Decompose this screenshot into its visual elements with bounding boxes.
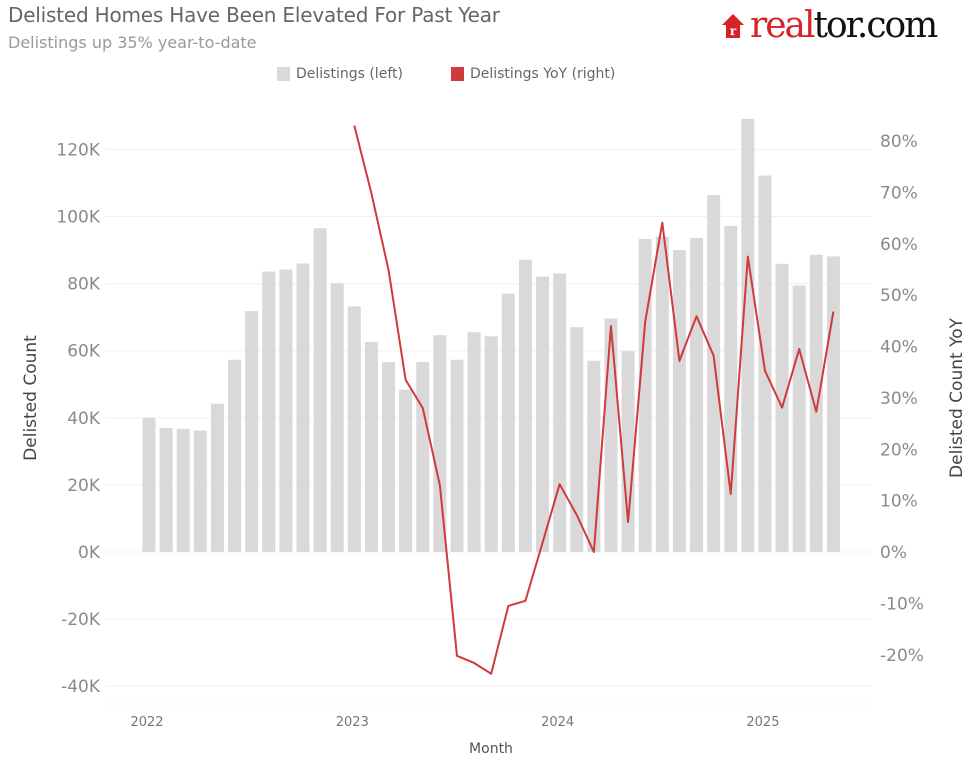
chart-subtitle: Delistings up 35% year-to-date: [8, 33, 257, 52]
left-axis-tick-label: 40K: [67, 409, 101, 429]
bar: [792, 285, 806, 552]
x-axis-ticks: 2022 2023 2024 2025: [130, 715, 779, 730]
right-axis-tick-label: 40%: [880, 338, 918, 358]
bar: [296, 263, 310, 552]
bar: [399, 389, 413, 552]
bar: [142, 417, 156, 552]
x-axis-tick-label: 2025: [746, 715, 779, 730]
right-axis-tick-label: -10%: [880, 594, 924, 614]
bar: [364, 341, 378, 552]
x-axis-tick-label: 2023: [336, 715, 369, 730]
bar: [501, 293, 515, 552]
right-axis-tick-label: 50%: [880, 286, 918, 306]
legend-item-yoy[interactable]: Delistings YoY (right): [450, 66, 616, 82]
house-icon: r: [722, 14, 744, 38]
bar: [758, 175, 772, 552]
legend-swatch-red: [450, 67, 464, 81]
right-axis-ticks: -20% -10% 0% 10% 20% 30% 40% 50% 60% 70% 80%: [880, 132, 924, 666]
left-axis-title: Delisted Count: [21, 335, 41, 461]
bar: [416, 362, 430, 552]
right-axis-tick-label: 10%: [880, 492, 918, 512]
svg-text:r: r: [730, 24, 737, 38]
yoy-line: [353, 125, 835, 675]
bar: [655, 236, 669, 552]
left-axis-tick-label: 120K: [56, 140, 100, 160]
chart-title: Delisted Homes Have Been Elevated For Pa…: [8, 3, 500, 27]
bar: [809, 254, 823, 552]
bar: [176, 428, 190, 552]
bar: [279, 269, 293, 552]
bar: [553, 273, 567, 552]
right-axis-tick-label: 20%: [880, 440, 918, 460]
bar: [313, 228, 327, 552]
bar: [518, 259, 532, 552]
x-axis-title: Month: [469, 741, 513, 757]
bar: [433, 335, 447, 552]
bar: [587, 360, 601, 552]
right-axis-tick-label: 0%: [880, 543, 907, 563]
left-axis-tick-label: 60K: [67, 342, 101, 362]
bar: [330, 283, 344, 552]
bar: [193, 430, 207, 552]
right-axis-title: Delisted Count YoY: [947, 317, 967, 478]
x-axis-tick-label: 2022: [130, 715, 163, 730]
bar: [638, 238, 652, 552]
x-axis-tick-label: 2024: [541, 715, 574, 730]
bar: [210, 403, 224, 552]
bar: [228, 359, 242, 552]
bar: [245, 311, 259, 552]
bar: [484, 336, 498, 552]
bar: [741, 118, 755, 552]
right-axis-tick-label: 70%: [880, 183, 918, 203]
left-axis-ticks: -40K -20K 0K 20K 40K 60K 80K 100K 120K: [56, 140, 100, 697]
right-axis-tick-label: 30%: [880, 389, 918, 409]
bar: [450, 359, 464, 552]
bar: [159, 427, 173, 552]
bar: [467, 332, 481, 552]
bar: [382, 362, 396, 552]
bar: [570, 327, 584, 552]
right-axis-tick-label: -20%: [880, 646, 924, 666]
bar: [536, 276, 550, 552]
bar: [262, 271, 276, 552]
right-axis-tick-label: 80%: [880, 132, 918, 152]
bar: [826, 256, 840, 552]
legend-item-delistings[interactable]: Delistings (left): [277, 66, 403, 82]
bar: [604, 318, 618, 552]
bar: [724, 225, 738, 553]
legend: Delistings (left) Delistings YoY (right): [277, 66, 615, 82]
left-axis-tick-label: 100K: [56, 208, 100, 228]
legend-label: Delistings YoY (right): [469, 66, 616, 82]
left-axis-tick-label: -40K: [61, 677, 101, 697]
legend-label: Delistings (left): [296, 66, 403, 82]
legend-swatch-gray: [277, 67, 290, 81]
left-axis-tick-label: 20K: [67, 476, 101, 496]
left-axis-tick-label: 80K: [67, 275, 101, 295]
left-axis-tick-label: 0K: [78, 543, 101, 563]
realtor-logo: r real tor.com: [722, 5, 939, 46]
bars: [142, 118, 840, 553]
bar: [690, 237, 704, 553]
bar: [707, 195, 721, 552]
right-axis-tick-label: 60%: [880, 235, 918, 255]
left-axis-tick-label: -20K: [61, 610, 101, 630]
logo-text-black: tor.com: [813, 5, 939, 46]
bar: [621, 351, 635, 552]
logo-text-red: real: [750, 5, 815, 46]
bar: [672, 250, 686, 553]
bar: [347, 306, 361, 552]
